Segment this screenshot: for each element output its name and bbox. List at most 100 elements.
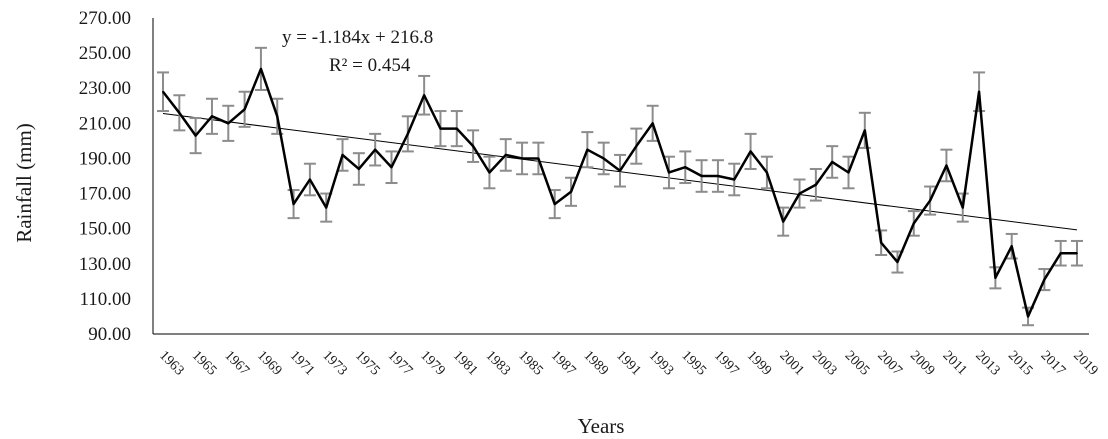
x-tick-label: 1977 bbox=[385, 348, 415, 378]
x-tick-label: 1963 bbox=[156, 348, 186, 378]
data-point bbox=[570, 191, 572, 193]
data-point bbox=[717, 175, 719, 177]
data-point bbox=[537, 157, 540, 160]
y-tick-label: 130.00 bbox=[79, 254, 131, 275]
data-point bbox=[994, 277, 997, 279]
data-point bbox=[1010, 245, 1013, 248]
x-tick-label: 2001 bbox=[776, 348, 806, 378]
data-point bbox=[455, 127, 458, 130]
data-point bbox=[504, 154, 507, 156]
x-tick-label: 1991 bbox=[613, 348, 643, 378]
y-axis-title: Rainfall (mm) bbox=[12, 123, 36, 243]
x-tick-label: 2003 bbox=[809, 348, 839, 378]
data-point bbox=[635, 145, 638, 147]
y-tick-label: 230.00 bbox=[79, 78, 131, 99]
x-tick-label: 1981 bbox=[450, 348, 480, 378]
data-point bbox=[912, 222, 915, 225]
y-tick-label: 150.00 bbox=[79, 219, 131, 240]
x-tick-label: 1987 bbox=[548, 348, 578, 378]
axes bbox=[152, 18, 1089, 335]
data-point bbox=[162, 90, 164, 93]
data-point bbox=[521, 157, 523, 160]
data-point bbox=[243, 108, 246, 111]
data-point bbox=[1059, 252, 1062, 255]
y-tick-label: 170.00 bbox=[79, 184, 131, 205]
x-tick-label: 1965 bbox=[189, 348, 219, 378]
x-tick-label: 2017 bbox=[1038, 348, 1068, 378]
trendline-r-squared: R² = 0.454 bbox=[329, 55, 411, 76]
x-tick-label: 2005 bbox=[842, 348, 872, 378]
y-tick-label: 250.00 bbox=[79, 43, 131, 64]
x-tick-label: 1971 bbox=[287, 348, 317, 378]
data-point bbox=[1027, 315, 1029, 318]
x-tick-label: 1995 bbox=[678, 348, 708, 378]
y-tick-label: 210.00 bbox=[79, 113, 131, 134]
data-point bbox=[260, 68, 262, 70]
x-axis-title: Years bbox=[578, 414, 625, 438]
data-point bbox=[896, 261, 899, 263]
x-tick-label: 1975 bbox=[352, 348, 382, 378]
data-point bbox=[358, 168, 360, 170]
x-tick-label: 1993 bbox=[646, 348, 676, 378]
data-point bbox=[880, 241, 882, 244]
data-point bbox=[488, 171, 491, 174]
data-point bbox=[668, 171, 670, 174]
data-point bbox=[227, 122, 230, 125]
y-tick-label: 270.00 bbox=[79, 8, 131, 29]
data-point bbox=[749, 150, 752, 153]
data-point bbox=[929, 199, 931, 202]
x-tick-label: 2009 bbox=[907, 348, 937, 378]
rainfall-series-line bbox=[162, 67, 1077, 318]
x-tick-label: 2015 bbox=[1005, 348, 1035, 378]
data-point bbox=[553, 203, 556, 205]
x-tick-label: 1973 bbox=[319, 348, 349, 378]
data-point bbox=[292, 203, 295, 205]
data-point bbox=[945, 164, 948, 167]
data-point bbox=[374, 148, 376, 151]
data-point bbox=[766, 171, 768, 174]
y-tick-label: 110.00 bbox=[79, 289, 131, 310]
x-tick-label: 1989 bbox=[581, 348, 611, 378]
data-point bbox=[831, 161, 833, 163]
x-tick-label: 1999 bbox=[744, 348, 774, 378]
data-point bbox=[602, 157, 605, 160]
data-point bbox=[407, 133, 409, 135]
data-point bbox=[684, 166, 687, 169]
x-tick-label: 1985 bbox=[515, 348, 545, 378]
data-point bbox=[619, 169, 621, 172]
x-tick-label: 1983 bbox=[483, 348, 513, 378]
data-point bbox=[1076, 252, 1078, 255]
data-point bbox=[390, 166, 393, 169]
data-point bbox=[276, 115, 279, 118]
data-point bbox=[864, 129, 866, 132]
x-tick-label: 2013 bbox=[972, 348, 1002, 378]
x-tick-label: 1979 bbox=[417, 348, 447, 378]
x-tick-label: 1967 bbox=[221, 348, 251, 378]
data-point bbox=[700, 175, 703, 177]
data-point bbox=[782, 220, 785, 223]
error-bars-group bbox=[157, 46, 1083, 327]
data-point bbox=[178, 112, 181, 114]
data-point bbox=[341, 154, 344, 156]
data-point bbox=[439, 127, 442, 130]
data-point bbox=[325, 206, 328, 209]
data-point bbox=[423, 94, 425, 97]
data-point bbox=[586, 148, 589, 151]
data-point bbox=[847, 171, 850, 174]
data-point bbox=[733, 178, 736, 181]
x-tick-label: 2007 bbox=[874, 348, 904, 378]
x-tick-label: 2011 bbox=[940, 348, 970, 378]
data-point bbox=[1043, 278, 1046, 281]
data-point bbox=[961, 206, 964, 209]
data-point bbox=[815, 183, 817, 186]
data-point bbox=[211, 115, 213, 118]
trendline-equation: y = -1.184x + 216.8 bbox=[282, 27, 433, 48]
series-group bbox=[162, 67, 1078, 318]
x-tick-label: 1969 bbox=[254, 348, 284, 378]
x-tick-label: 1997 bbox=[711, 348, 741, 378]
x-axis-ticks: 1963 1965 1967 1969 1971 1973 1975 1977 1979 1981… bbox=[156, 348, 1100, 378]
data-point bbox=[472, 145, 474, 147]
x-tick-label: 2019 bbox=[1070, 348, 1100, 378]
y-tick-label: 190.00 bbox=[79, 148, 131, 169]
